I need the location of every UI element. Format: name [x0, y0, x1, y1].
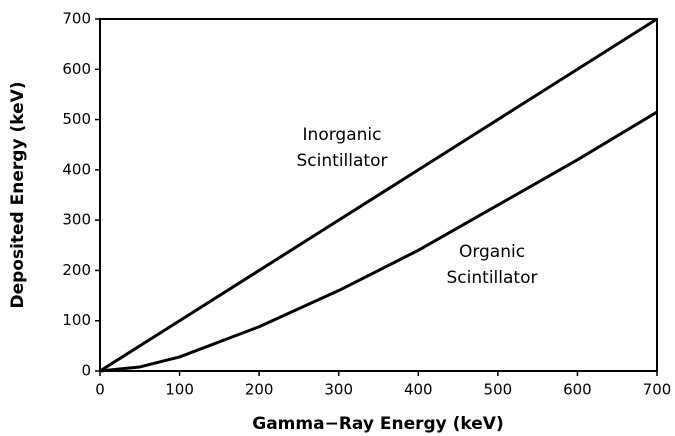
- x-tick-label: 200: [245, 381, 274, 399]
- annotation: Scintillator: [297, 151, 388, 171]
- x-tick-label: 0: [95, 381, 105, 399]
- y-tick-label: 400: [62, 160, 91, 178]
- y-tick-label: 200: [62, 261, 91, 279]
- y-axis-title: Deposited Energy (keV): [8, 81, 28, 308]
- series-line: [99, 110, 658, 373]
- x-axis-title: Gamma−Ray Energy (keV): [252, 414, 503, 434]
- y-tick-label: 700: [62, 10, 91, 28]
- x-tick-label: 500: [484, 381, 513, 399]
- x-tick-label: 700: [643, 381, 672, 399]
- series-line: [99, 17, 658, 373]
- x-tick-label: 600: [563, 381, 592, 399]
- y-tick-label: 0: [81, 362, 91, 380]
- x-tick-label: 100: [165, 381, 194, 399]
- plot-frame: [99, 18, 658, 372]
- y-tick-label: 600: [62, 60, 91, 78]
- y-tick-label: 300: [62, 211, 91, 229]
- annotation: Organic: [459, 242, 525, 262]
- annotation: Scintillator: [447, 268, 538, 288]
- y-tick-label: 500: [62, 110, 91, 128]
- x-tick-label: 300: [324, 381, 353, 399]
- annotation: Inorganic: [303, 125, 382, 145]
- y-tick-label: 100: [62, 311, 91, 329]
- x-tick-label: 400: [404, 381, 433, 399]
